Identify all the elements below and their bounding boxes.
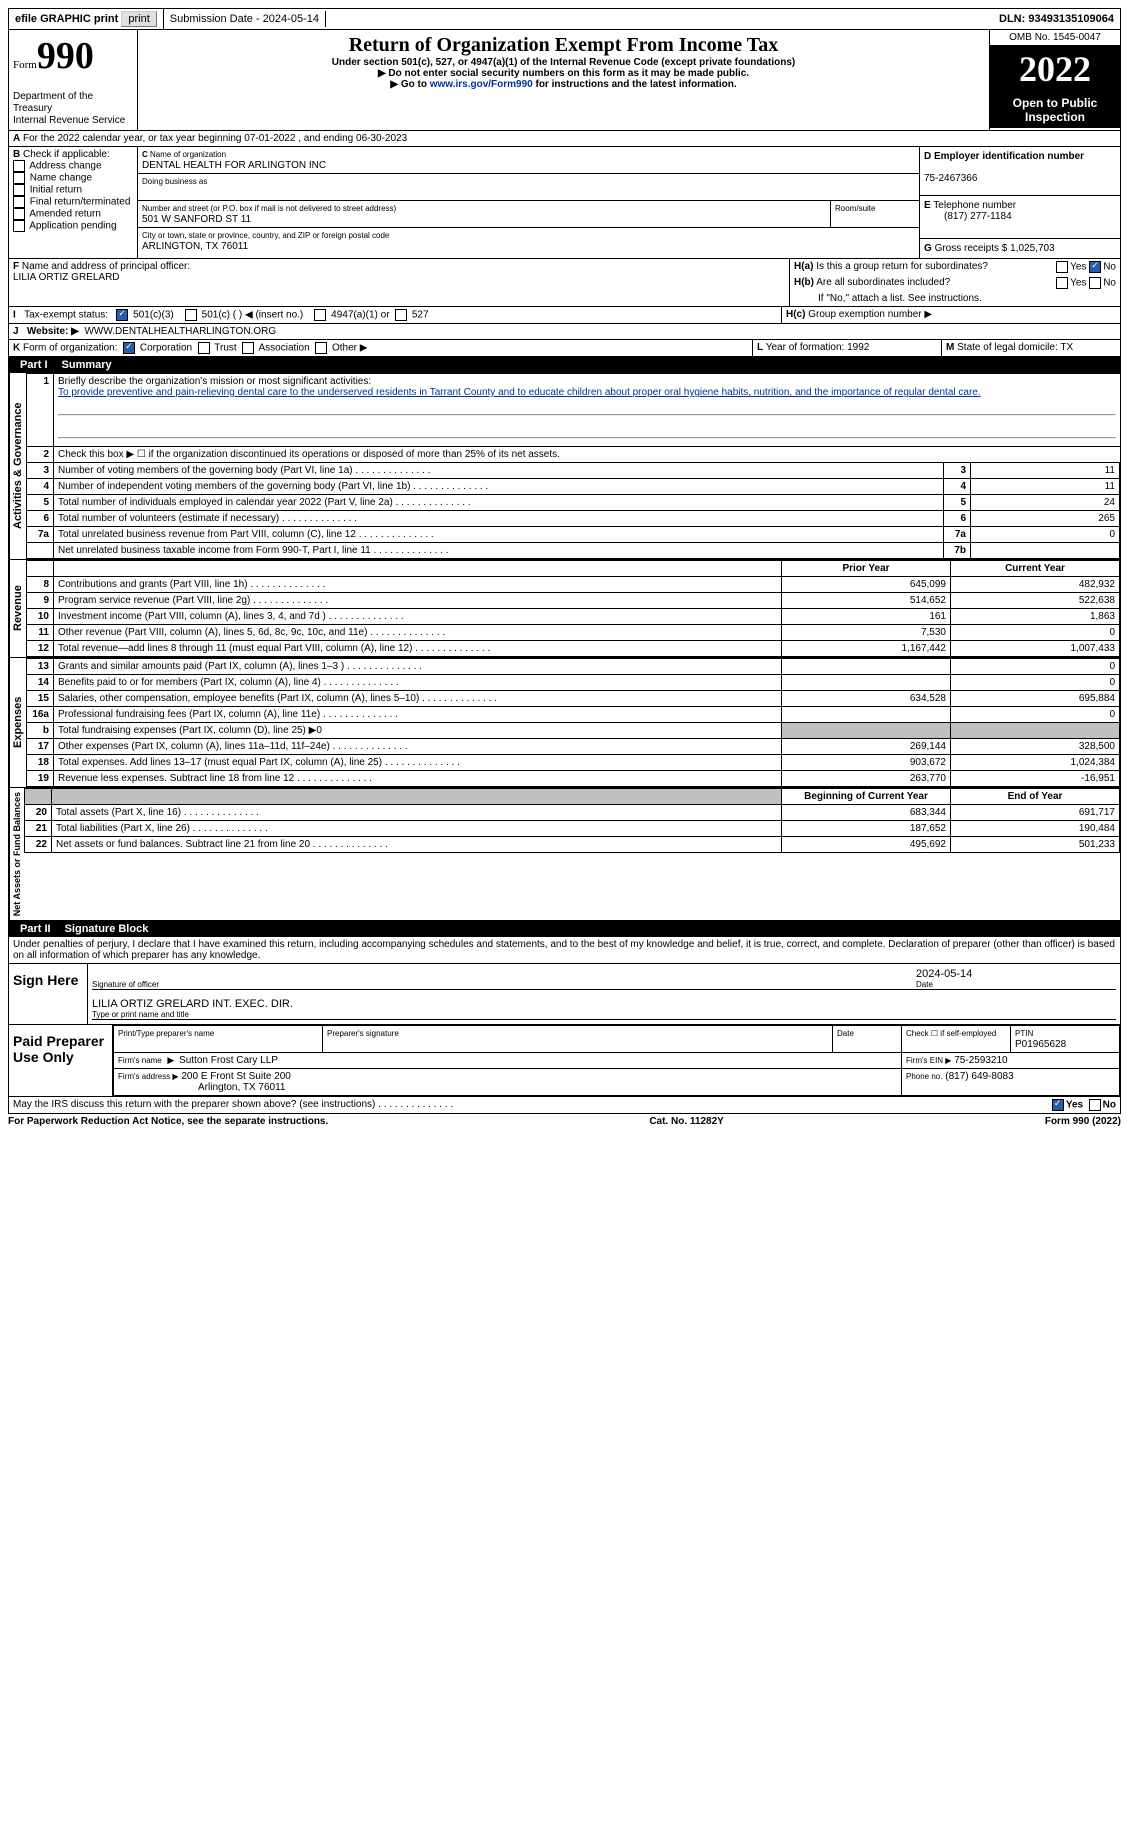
print-button[interactable]: print: [121, 11, 156, 27]
open-inspection: Open to Public Inspection: [990, 92, 1120, 128]
b-label: Check if applicable:: [23, 149, 110, 160]
state: TX: [1060, 342, 1073, 353]
officer: LILIA ORTIZ GRELARD: [13, 272, 120, 283]
chk-initial[interactable]: [13, 184, 25, 196]
penalty-text: Under penalties of perjury, I declare th…: [8, 937, 1121, 964]
part1-header: Part ISummary: [8, 357, 1121, 373]
chk-corp[interactable]: [123, 342, 135, 354]
part2-header: Part IISignature Block: [8, 921, 1121, 937]
discuss-q: May the IRS discuss this return with the…: [13, 1099, 1052, 1111]
irs-link[interactable]: www.irs.gov/Form990: [430, 79, 533, 90]
chk-4947[interactable]: [314, 309, 326, 321]
chk-pending[interactable]: [13, 220, 25, 232]
section-rev: Revenue: [9, 560, 26, 657]
firm-name: Sutton Frost Cary LLP: [179, 1055, 278, 1066]
form-word: Form: [13, 59, 37, 71]
dept-treasury: Department of the Treasury: [13, 91, 93, 114]
section-na: Net Assets or Fund Balances: [9, 788, 24, 920]
officer-name: LILIA ORTIZ GRELARD INT. EXEC. DIR.: [92, 998, 1116, 1010]
phone: (817) 277-1184: [924, 211, 1012, 222]
sign-date: 2024-05-14: [916, 968, 1116, 980]
chk-501c3[interactable]: [116, 309, 128, 321]
section-ag: Activities & Governance: [9, 373, 26, 559]
line-a: For the 2022 calendar year, or tax year …: [23, 133, 407, 144]
firm-phone: (817) 649-8083: [945, 1071, 1013, 1082]
year-formed: 1992: [847, 342, 869, 353]
org-name: DENTAL HEALTH FOR ARLINGTON INC: [142, 160, 326, 171]
subtitle-1: Under section 501(c), 527, or 4947(a)(1)…: [142, 57, 985, 68]
form-number: 990: [37, 35, 94, 77]
ha-yes[interactable]: [1056, 261, 1068, 273]
sign-here: Sign Here 2024-05-14 Signature of office…: [8, 964, 1121, 1025]
subtitle-2: ▶ Do not enter social security numbers o…: [378, 68, 749, 79]
tax-year: 2022: [990, 46, 1120, 92]
form-title: Return of Organization Exempt From Incom…: [142, 34, 985, 57]
street: 501 W SANFORD ST 11: [142, 214, 251, 225]
ein: 75-2467366: [924, 173, 977, 184]
chk-address[interactable]: [13, 160, 25, 172]
section-bcdefg: B Check if applicable: Address change Na…: [8, 147, 1121, 259]
mission: To provide preventive and pain-relieving…: [58, 387, 981, 398]
discuss-yes[interactable]: [1052, 1099, 1064, 1111]
chk-name[interactable]: [13, 172, 25, 184]
irs-label: Internal Revenue Service: [13, 115, 125, 126]
submission-date: Submission Date - 2024-05-14: [164, 11, 326, 27]
form-header: Form990 Department of the Treasury Inter…: [8, 30, 1121, 131]
firm-ein: 75-2593210: [954, 1055, 1007, 1066]
dln: DLN: 93493135109064: [999, 13, 1114, 25]
ptin: P01965628: [1015, 1039, 1066, 1050]
website: WWW.DENTALHEALTHARLINGTON.ORG: [84, 326, 276, 337]
section-exp: Expenses: [9, 658, 26, 787]
chk-amended[interactable]: [13, 208, 25, 220]
chk-other[interactable]: [315, 342, 327, 354]
chk-assoc[interactable]: [242, 342, 254, 354]
hb-yes[interactable]: [1056, 277, 1068, 289]
chk-final[interactable]: [13, 196, 25, 208]
discuss-no[interactable]: [1089, 1099, 1101, 1111]
page-footer: For Paperwork Reduction Act Notice, see …: [8, 1114, 1121, 1129]
chk-trust[interactable]: [198, 342, 210, 354]
ha-no[interactable]: [1089, 261, 1101, 273]
city: ARLINGTON, TX 76011: [142, 241, 248, 252]
top-bar: efile GRAPHIC print print Submission Dat…: [8, 8, 1121, 30]
hb-no[interactable]: [1089, 277, 1101, 289]
paid-preparer: Paid Preparer Use Only Print/Type prepar…: [8, 1025, 1121, 1097]
chk-527[interactable]: [395, 309, 407, 321]
chk-501c[interactable]: [185, 309, 197, 321]
omb-number: OMB No. 1545-0047: [990, 30, 1120, 46]
gross-receipts: 1,025,703: [1010, 243, 1055, 254]
efile-label: efile GRAPHIC print: [15, 13, 118, 25]
